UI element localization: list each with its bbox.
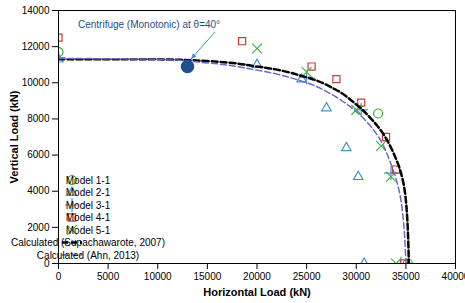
svg-text:Vertical Load (kN): Vertical Load (kN) bbox=[8, 90, 20, 183]
svg-text:Model 4-1: Model 4-1 bbox=[66, 212, 111, 223]
svg-text:35000: 35000 bbox=[392, 271, 420, 282]
svg-text:0: 0 bbox=[43, 257, 50, 269]
svg-text:2000: 2000 bbox=[27, 222, 50, 233]
svg-text:0: 0 bbox=[56, 271, 62, 282]
svg-text:Model 2-1: Model 2-1 bbox=[66, 187, 111, 198]
svg-text:8000: 8000 bbox=[27, 113, 50, 124]
svg-text:14000: 14000 bbox=[22, 5, 50, 16]
svg-text:Calculated (Ahn, 2013): Calculated (Ahn, 2013) bbox=[37, 250, 139, 261]
svg-text:10000: 10000 bbox=[22, 77, 50, 88]
svg-text:Model 5-1: Model 5-1 bbox=[66, 225, 111, 236]
svg-text:15000: 15000 bbox=[193, 271, 221, 282]
svg-text:30000: 30000 bbox=[342, 271, 370, 282]
svg-text:10000: 10000 bbox=[144, 271, 172, 282]
svg-text:Model 1-1: Model 1-1 bbox=[66, 175, 111, 186]
svg-text:40000: 40000 bbox=[442, 271, 465, 282]
svg-text:12000: 12000 bbox=[22, 41, 50, 52]
svg-text:Horizontal Load (kN): Horizontal Load (kN) bbox=[203, 286, 311, 298]
svg-text:20000: 20000 bbox=[243, 271, 271, 282]
svg-text:25000: 25000 bbox=[293, 271, 321, 282]
svg-text:5000: 5000 bbox=[97, 271, 120, 282]
svg-text:Centrifuge (Monotonic) at θ=40: Centrifuge (Monotonic) at θ=40° bbox=[78, 19, 220, 30]
svg-text:4000: 4000 bbox=[27, 185, 50, 196]
svg-text:Model 3-1: Model 3-1 bbox=[66, 200, 111, 211]
svg-text:Calculated (Supachawarote, 200: Calculated (Supachawarote, 2007) bbox=[11, 237, 165, 248]
svg-text:6000: 6000 bbox=[27, 149, 50, 160]
